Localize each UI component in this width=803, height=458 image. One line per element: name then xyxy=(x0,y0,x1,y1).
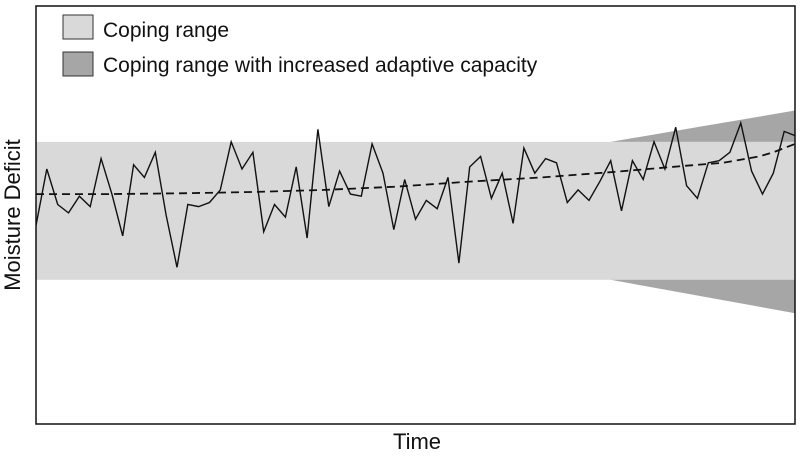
legend-label-coping-range: Coping range xyxy=(103,19,229,42)
moisture-deficit-line xyxy=(36,120,795,268)
legend: Coping range Coping range with increased… xyxy=(62,14,538,77)
y-axis-label: Moisture Deficit xyxy=(0,139,25,291)
adaptive-capacity-lower-band xyxy=(610,279,795,314)
trend-line xyxy=(36,143,795,196)
legend-label-adaptive-capacity: Coping range with increased adaptive cap… xyxy=(103,54,538,77)
legend-swatch-coping-range xyxy=(62,14,94,40)
adaptive-capacity-upper-band xyxy=(610,110,795,142)
legend-swatch-adaptive-capacity xyxy=(62,51,94,77)
coping-range-band xyxy=(36,141,795,280)
plot-frame xyxy=(35,5,796,425)
x-axis-label: Time xyxy=(393,429,441,454)
